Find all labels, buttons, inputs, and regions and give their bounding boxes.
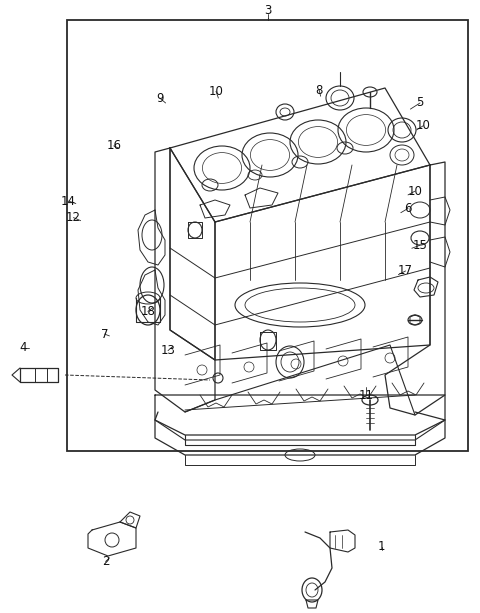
Text: 12: 12	[66, 211, 81, 224]
Text: 11: 11	[358, 389, 373, 402]
Text: 5: 5	[416, 96, 424, 110]
Text: 10: 10	[416, 119, 431, 132]
Text: 13: 13	[161, 344, 175, 357]
Text: 15: 15	[413, 238, 427, 252]
Text: 1: 1	[378, 540, 385, 554]
Text: 9: 9	[156, 91, 164, 105]
Text: 8: 8	[315, 83, 323, 97]
Text: 17: 17	[398, 264, 413, 278]
Text: 7: 7	[101, 327, 108, 341]
Text: 3: 3	[264, 4, 272, 17]
Text: 18: 18	[141, 305, 155, 318]
Text: 16: 16	[106, 139, 121, 153]
Text: 2: 2	[102, 555, 109, 568]
Text: 10: 10	[209, 85, 223, 98]
Bar	[67, 20, 468, 451]
Text: 6: 6	[404, 202, 412, 215]
Text: 14: 14	[61, 194, 76, 208]
Text: 4: 4	[19, 341, 27, 354]
Text: 10: 10	[408, 185, 422, 198]
